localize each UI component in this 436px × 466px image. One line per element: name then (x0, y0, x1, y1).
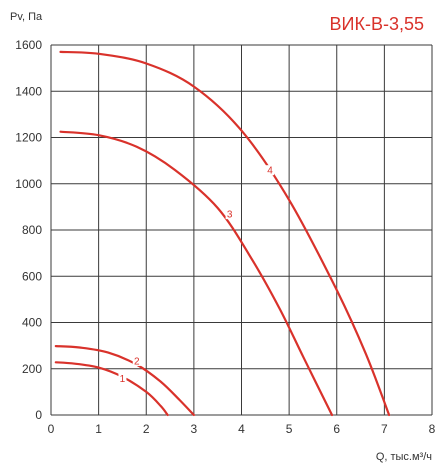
y-axis-label: Pv, Па (10, 11, 43, 23)
y-tick-label: 600 (22, 269, 42, 283)
grid (50, 44, 433, 416)
x-tick-label: 2 (143, 422, 150, 436)
curve-label-1: 1 (120, 374, 126, 385)
curve-label-4: 4 (267, 166, 273, 177)
x-tick-label: 0 (48, 422, 55, 436)
x-tick-label: 3 (191, 422, 198, 436)
curve-1 (54, 361, 169, 417)
curve-3 (59, 130, 334, 417)
curve-label-bg (118, 373, 127, 384)
y-tick-label: 1200 (15, 131, 42, 145)
x-tick-label: 4 (238, 422, 245, 436)
y-tick-label: 1600 (15, 38, 42, 52)
y-tick-label: 200 (22, 362, 42, 376)
x-tick-label: 6 (333, 422, 340, 436)
curve-label-bg (225, 209, 234, 220)
x-tick-label: 5 (286, 422, 293, 436)
curve-label-2: 2 (134, 356, 140, 367)
chart-title: ВИК-В-3,55 (330, 14, 424, 34)
y-tick-label: 1400 (15, 84, 42, 98)
y-tick-label: 400 (22, 316, 42, 330)
curve-label-bg (132, 355, 141, 366)
curve-label-bg (266, 165, 275, 176)
y-tick-label: 800 (22, 223, 42, 237)
curve-4 (59, 50, 391, 417)
x-tick-label: 8 (429, 422, 436, 436)
x-axis-label: Q, тыс.м³/ч (376, 451, 432, 463)
curves: 12 3 4 (54, 50, 391, 417)
x-tick-label: 1 (95, 422, 102, 436)
y-tick-label: 1000 (15, 177, 42, 191)
x-tick-label: 7 (381, 422, 388, 436)
curve-label-3: 3 (227, 210, 233, 221)
y-tick-label: 0 (35, 408, 42, 422)
